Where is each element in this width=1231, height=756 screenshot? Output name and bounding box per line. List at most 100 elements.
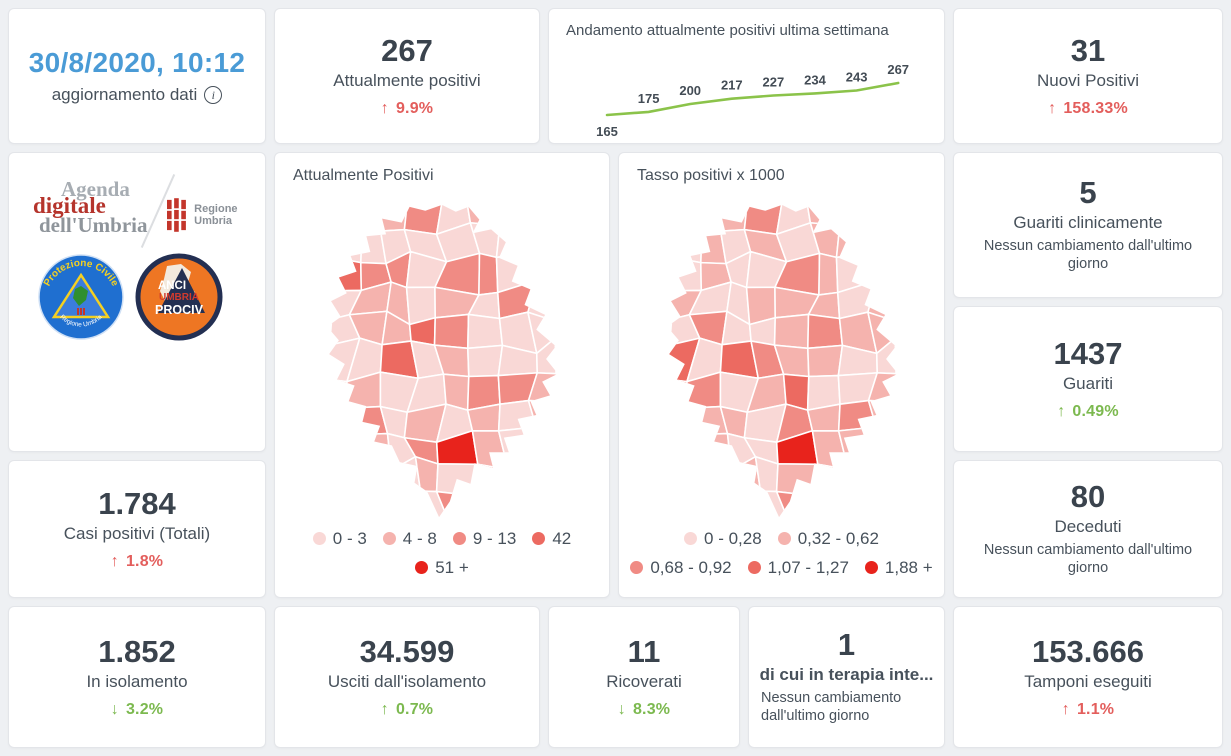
municipality-region[interactable] <box>664 232 703 264</box>
municipality-region[interactable] <box>838 468 866 498</box>
municipality-region[interactable] <box>815 463 849 497</box>
municipality-region[interactable] <box>685 489 725 523</box>
legend-dot-icon <box>532 532 546 545</box>
municipality-region[interactable] <box>324 199 363 237</box>
municipality-region[interactable] <box>357 432 393 472</box>
municipality-region[interactable] <box>664 199 703 237</box>
legend-item: 42 <box>532 525 571 552</box>
municipality-region[interactable] <box>664 401 699 436</box>
municipality-region[interactable] <box>773 313 809 350</box>
municipality-region[interactable] <box>497 491 532 523</box>
municipality-region[interactable] <box>478 252 499 296</box>
municipality-region[interactable] <box>495 224 540 259</box>
municipality-region[interactable] <box>374 199 409 232</box>
anci-prociv-icon: ANCI UMBRIA PROCIV <box>135 253 223 341</box>
kpi-value: 11 <box>627 633 661 669</box>
municipality-region[interactable] <box>435 490 479 523</box>
municipality-region[interactable] <box>356 204 382 234</box>
legend-dot-icon <box>747 561 761 574</box>
legend-item: 9 - 13 <box>452 525 516 552</box>
municipality-region[interactable] <box>536 250 559 287</box>
kpi-value: 5 <box>1079 174 1097 210</box>
kpi-deceduti: 80 Deceduti Nessun cambiamento dall'ulti… <box>953 460 1223 598</box>
municipality-region[interactable] <box>475 491 501 523</box>
municipality-region[interactable] <box>667 459 699 498</box>
info-icon[interactable]: i <box>204 86 223 104</box>
map-title: Tasso positivi x 1000 <box>637 167 785 184</box>
kpi-label: Attualmente positivi <box>333 71 481 91</box>
municipality-region[interactable] <box>866 223 898 256</box>
up-arrow-icon: ↑ <box>110 553 119 571</box>
municipality-region[interactable] <box>836 491 871 523</box>
municipality-region[interactable] <box>345 489 386 523</box>
kpi-label: Nuovi Positivi <box>1036 71 1140 91</box>
municipality-region[interactable] <box>714 199 749 232</box>
municipality-region[interactable] <box>697 432 732 472</box>
municipality-region[interactable] <box>375 455 422 492</box>
choropleth-map-attualmente[interactable] <box>275 199 609 523</box>
municipality-region[interactable] <box>324 489 351 523</box>
kpi-label: Guariti <box>1062 374 1114 394</box>
down-arrow-icon: ↓ <box>617 701 626 719</box>
municipality-region[interactable] <box>815 491 841 523</box>
municipality-region[interactable] <box>775 490 818 523</box>
municipality-region[interactable] <box>328 459 360 498</box>
municipality-region[interactable] <box>805 199 841 226</box>
municipality-region[interactable] <box>521 493 560 523</box>
map-title: Attualmente Positivi <box>293 167 434 184</box>
municipality-region[interactable] <box>527 223 559 256</box>
municipality-region[interactable] <box>715 489 761 523</box>
municipality-region[interactable] <box>433 313 470 350</box>
legend-dot-icon <box>864 561 878 574</box>
municipality-region[interactable] <box>664 430 699 466</box>
municipality-region[interactable] <box>527 399 560 434</box>
municipality-region[interactable] <box>664 489 691 523</box>
municipality-region[interactable] <box>324 254 363 292</box>
municipality-region[interactable] <box>834 199 872 232</box>
municipality-region[interactable] <box>435 463 479 497</box>
municipality-region[interactable] <box>375 489 422 523</box>
choropleth-map-tasso[interactable] <box>619 199 944 523</box>
logos-card: Agenda digitale dell'Umbria Regione Umbr… <box>8 152 266 452</box>
municipality-region[interactable] <box>349 459 393 498</box>
municipality-region[interactable] <box>806 313 843 350</box>
municipality-region[interactable] <box>837 426 877 472</box>
municipality-region[interactable] <box>467 313 504 350</box>
municipality-region[interactable] <box>524 426 558 472</box>
municipality-region[interactable] <box>499 468 526 498</box>
municipality-region[interactable] <box>467 344 504 378</box>
municipality-region[interactable] <box>875 250 898 287</box>
municipality-region[interactable] <box>521 455 558 498</box>
municipality-region[interactable] <box>861 455 898 498</box>
municipality-region[interactable] <box>326 378 348 410</box>
municipality-region[interactable] <box>866 199 899 232</box>
legend-label: 0 - 0,28 <box>704 529 762 548</box>
municipality-region[interactable] <box>695 204 721 234</box>
municipality-region[interactable] <box>775 463 819 497</box>
municipality-region[interactable] <box>861 493 900 523</box>
municipality-region[interactable] <box>817 252 839 296</box>
trend-data-label: 217 <box>721 78 743 93</box>
trend-line-chart[interactable]: 165 175 200 217 227 234 243 267 <box>557 35 938 146</box>
municipality-region[interactable] <box>867 399 900 434</box>
municipality-region[interactable] <box>324 232 363 264</box>
legend-item: 0,68 - 0,92 <box>630 554 732 581</box>
trend-data-label: 243 <box>846 70 868 85</box>
agenda-logo-line2: digitale <box>33 193 106 218</box>
municipality-region[interactable] <box>466 199 501 226</box>
municipality-region[interactable] <box>325 401 360 436</box>
municipality-region[interactable] <box>664 254 702 292</box>
municipality-region[interactable] <box>806 344 843 378</box>
municipality-region[interactable] <box>495 199 533 232</box>
municipality-region[interactable] <box>527 199 560 232</box>
legend-label: 0 - 3 <box>332 529 367 548</box>
municipality-region[interactable] <box>497 426 537 472</box>
municipality-region[interactable] <box>475 463 509 497</box>
municipality-region[interactable] <box>325 430 360 466</box>
municipality-region[interactable] <box>665 378 688 410</box>
municipality-region[interactable] <box>863 426 897 472</box>
municipality-region[interactable] <box>688 459 732 498</box>
municipality-region[interactable] <box>715 455 761 492</box>
municipality-region[interactable] <box>835 224 879 259</box>
